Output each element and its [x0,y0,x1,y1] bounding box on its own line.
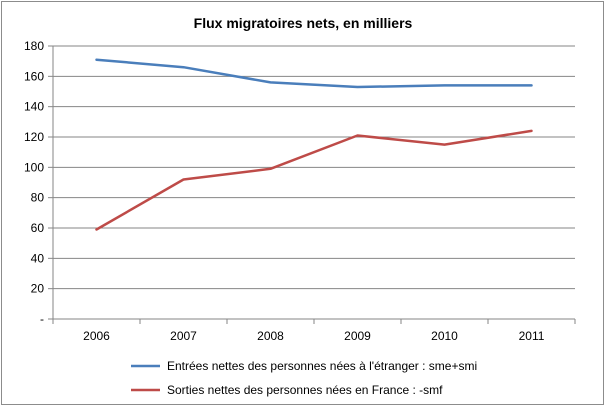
y-axis-ticks: - 20 40 60 80 100 120 140 160 180 [24,39,53,326]
y-tick-label: 180 [24,39,44,53]
x-tick-label: 2007 [170,329,197,343]
x-axis-ticks: 2006 2007 2008 2009 2010 2011 [52,319,576,343]
legend-label-2: Sorties nettes des personnes nées en Fra… [167,383,443,397]
x-tick-label: 2008 [257,329,284,343]
x-tick-label: 2011 [519,329,545,343]
series-lines [95,58,533,231]
chart-title: Flux migratoires nets, en milliers [194,15,413,31]
y-tick-label: 100 [24,160,44,174]
legend: Entrées nettes des personnes nées à l'ét… [131,359,477,397]
x-tick-label: 2009 [344,329,371,343]
y-tick-label: 60 [31,221,45,235]
legend-label-1: Entrées nettes des personnes nées à l'ét… [167,359,477,373]
x-tick-label: 2010 [431,329,458,343]
series-line-2 [95,129,533,231]
gridlines [53,45,575,290]
y-tick-label: - [40,312,44,326]
y-tick-label: 40 [31,251,45,265]
y-tick-label: 20 [31,282,45,296]
y-tick-label: 140 [24,100,44,114]
series-line-1 [95,58,533,89]
y-tick-label: 160 [24,69,44,83]
x-tick-label: 2006 [83,329,110,343]
axes [52,46,575,320]
y-tick-label: 120 [24,130,44,144]
y-tick-label: 80 [31,191,45,205]
